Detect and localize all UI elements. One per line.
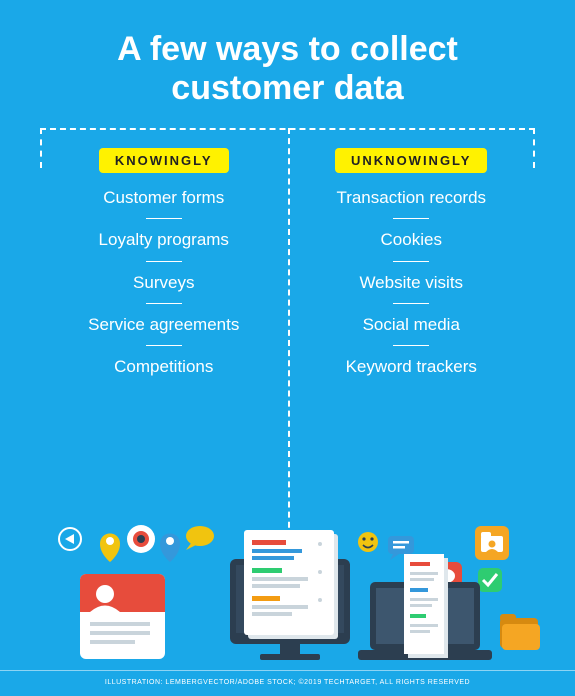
list-item: Cookies [363, 229, 460, 250]
tag-unknowingly: UNKNOWINGLY [335, 148, 487, 173]
tag-knowingly: KNOWINGLY [99, 148, 229, 173]
column-knowingly: KNOWINGLY Customer forms Loyalty program… [40, 130, 288, 377]
list-item: Loyalty programs [81, 229, 247, 250]
item-separator [146, 345, 182, 346]
item-separator [393, 218, 429, 219]
item-separator [393, 345, 429, 346]
list-item: Transaction records [318, 187, 504, 208]
footer-credit: ILLUSTRATION: LEMBERGVECTOR/ADOBE STOCK;… [0, 670, 575, 696]
list-item: Competitions [96, 356, 231, 377]
list-item: Social media [345, 314, 478, 335]
list-item: Website visits [341, 272, 481, 293]
page-title: A few ways to collect customer data [0, 0, 575, 128]
list-item: Customer forms [85, 187, 242, 208]
list-item: Keyword trackers [328, 356, 495, 377]
item-separator [393, 261, 429, 262]
list-item: Service agreements [70, 314, 257, 335]
illustration [0, 514, 575, 664]
item-separator [146, 261, 182, 262]
item-separator [393, 303, 429, 304]
columns-container: KNOWINGLY Customer forms Loyalty program… [40, 128, 535, 558]
list-item: Surveys [115, 272, 212, 293]
column-unknowingly: UNKNOWINGLY Transaction records Cookies … [288, 130, 536, 377]
item-separator [146, 218, 182, 219]
item-separator [146, 303, 182, 304]
